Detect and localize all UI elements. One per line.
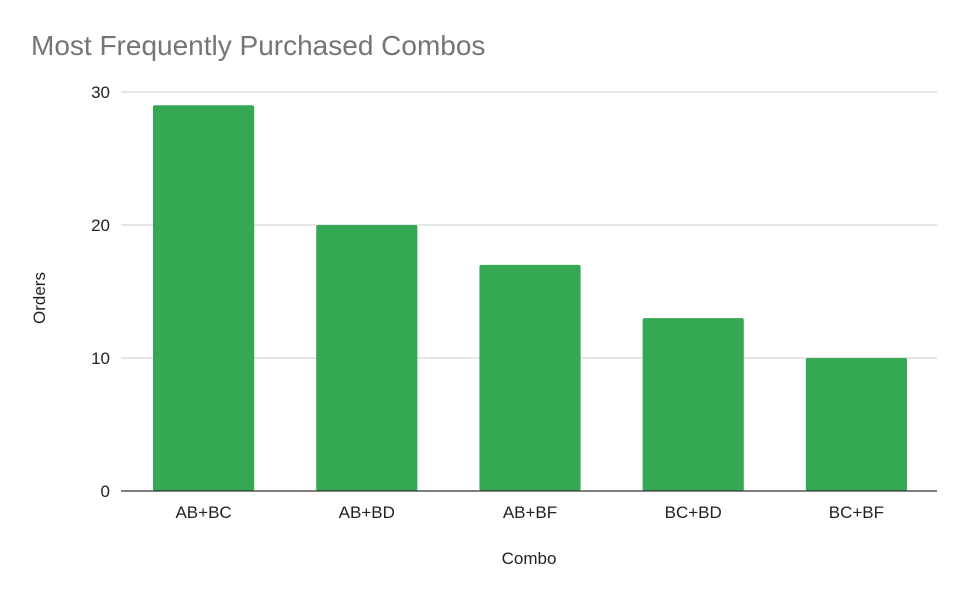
bar-bc-bf[interactable] [805, 358, 907, 491]
x-axis-title: Combo [502, 549, 557, 568]
bars [153, 105, 907, 492]
y-axis-title: Orders [30, 272, 49, 324]
chart-title: Most Frequently Purchased Combos [31, 30, 485, 61]
y-tick-label: 30 [91, 83, 110, 102]
y-tick-label: 10 [91, 349, 110, 368]
bar-ab-bd[interactable] [316, 225, 418, 491]
x-tick-label: AB+BC [175, 503, 231, 522]
y-axis-tick-labels: 0 10 20 30 [91, 83, 110, 501]
x-tick-label: BC+BD [665, 503, 722, 522]
y-tick-label: 0 [101, 482, 110, 501]
y-tick-label: 20 [91, 216, 110, 235]
x-tick-label: AB+BF [503, 503, 557, 522]
x-axis-tick-labels: AB+BC AB+BD AB+BF BC+BD BC+BF [175, 503, 884, 522]
bar-ab-bc[interactable] [153, 105, 255, 492]
x-tick-label: BC+BF [829, 503, 884, 522]
x-tick-label: AB+BD [339, 503, 395, 522]
bar-bc-bd[interactable] [642, 318, 744, 491]
bar-ab-bf[interactable] [479, 264, 581, 491]
